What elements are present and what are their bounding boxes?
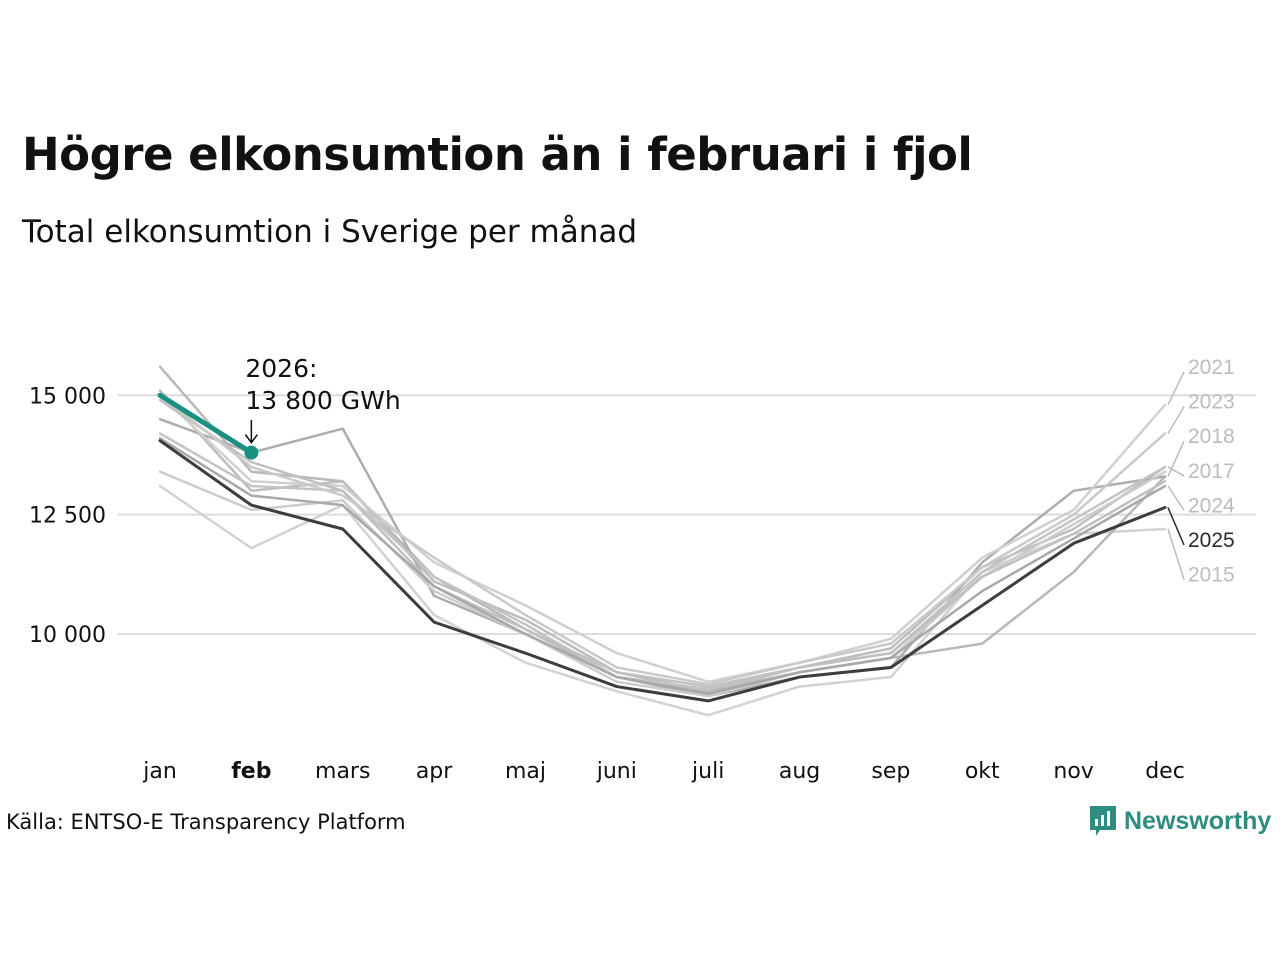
chart-subtitle: Total elkonsumtion i Sverige per månad xyxy=(22,214,638,250)
newsworthy-logo: Newsworthy xyxy=(1088,804,1271,838)
chart-title: Högre elkonsumtion än i februari i fjol xyxy=(22,128,973,181)
year-label-leader-2024 xyxy=(1167,485,1185,511)
x-tick-label-sep: sep xyxy=(871,759,910,784)
year-label-2017: 2017 xyxy=(1188,460,1235,483)
y-tick-label: 10 000 xyxy=(29,623,106,648)
series-line-2026 xyxy=(157,392,254,456)
y-axis-ticks: 10 000 12 500 15 000 xyxy=(29,384,106,648)
x-tick-label-feb: feb xyxy=(231,759,271,784)
series-line-2020 xyxy=(158,470,1167,698)
annotation: 2026: 13 800 GWh xyxy=(244,354,401,444)
year-label-2023: 2023 xyxy=(1188,391,1235,414)
year-label-leader-2023 xyxy=(1167,406,1185,434)
series-line-2024 xyxy=(158,437,1167,695)
x-tick-label-aug: aug xyxy=(779,759,820,784)
annotation-label-value: 13 800 GWh xyxy=(245,386,400,415)
year-label-2015: 2015 xyxy=(1188,564,1235,587)
y-tick-label: 12 500 xyxy=(29,504,106,529)
year-labels: 2021 2023 2018 2017 2024 2025 2015 xyxy=(1167,356,1235,587)
x-tick-label-juni: juni xyxy=(596,759,637,784)
year-label-2018: 2018 xyxy=(1188,425,1235,448)
newsworthy-logo-text: Newsworthy xyxy=(1124,806,1272,835)
year-label-leader-2017 xyxy=(1167,466,1185,477)
series-lines xyxy=(157,365,1167,717)
source-note: Källa: ENTSO-E Transparency Platform xyxy=(6,810,406,834)
x-tick-label-juli: juli xyxy=(691,759,724,784)
series-line-2022 xyxy=(158,398,1167,688)
annotation-label-year: 2026: xyxy=(245,354,317,383)
series-point-2026 xyxy=(244,445,259,460)
y-tick-label: 15 000 xyxy=(29,384,106,409)
series-line-2025 xyxy=(158,439,1167,703)
year-label-leader-2025 xyxy=(1167,507,1185,546)
x-axis-ticks: jan feb mars apr maj juni juli aug sep okt nov dec xyxy=(142,759,1185,784)
x-tick-label-jan: jan xyxy=(142,759,177,784)
year-label-leader-2018 xyxy=(1167,440,1185,477)
series-line-2015 xyxy=(158,484,1167,717)
year-label-2025: 2025 xyxy=(1188,529,1235,552)
x-tick-label-apr: apr xyxy=(416,759,453,784)
x-tick-label-maj: maj xyxy=(505,759,546,784)
x-tick-label-mars: mars xyxy=(315,759,370,784)
annotation-arrowhead xyxy=(244,434,258,444)
series-line-2016 xyxy=(158,365,1167,693)
year-label-leader-2015 xyxy=(1167,528,1185,580)
series-line-2023 xyxy=(158,394,1167,686)
newsworthy-logo-icon xyxy=(1090,806,1116,836)
x-tick-label-nov: nov xyxy=(1053,759,1093,784)
year-label-2024: 2024 xyxy=(1188,494,1235,517)
year-label-2021: 2021 xyxy=(1188,356,1235,379)
year-label-leader-2021 xyxy=(1167,371,1185,406)
x-tick-label-dec: dec xyxy=(1145,759,1185,784)
x-tick-label-okt: okt xyxy=(965,759,1000,784)
